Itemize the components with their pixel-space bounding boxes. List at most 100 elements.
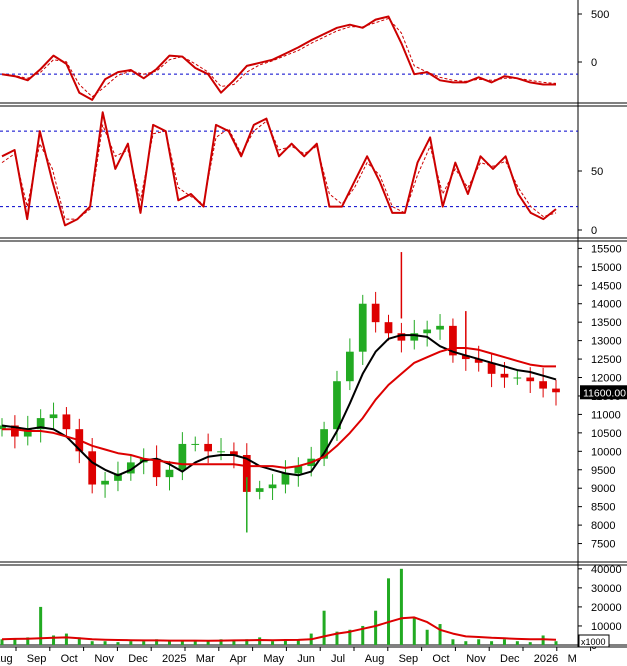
last-price-box xyxy=(580,385,627,400)
volume-bar xyxy=(39,606,43,645)
volume-bar xyxy=(412,618,416,645)
candle-body xyxy=(255,488,264,492)
candle-body xyxy=(333,381,341,430)
x-tick-label: M xyxy=(568,653,577,665)
y-tick-label: 9500 xyxy=(591,465,615,477)
y-tick-label: 0 xyxy=(591,225,597,237)
candle-body xyxy=(178,443,187,470)
volume-bar xyxy=(399,568,403,645)
candle-body xyxy=(320,429,328,459)
candle-body xyxy=(242,455,251,492)
volume-bar xyxy=(296,639,300,645)
candle-body xyxy=(371,303,380,323)
candle-body xyxy=(474,359,483,363)
y-tick-label: 14500 xyxy=(591,280,622,292)
candle-body xyxy=(191,443,200,445)
volume-bar xyxy=(155,639,159,645)
volume-bar xyxy=(193,641,197,645)
candle-body xyxy=(500,373,509,378)
volume-bar xyxy=(245,639,249,645)
volume-bar xyxy=(258,637,262,645)
y-tick-label: 14000 xyxy=(591,299,622,311)
volume-bar xyxy=(374,610,378,645)
x-tick-label: 2025 xyxy=(162,653,186,665)
volume-bar xyxy=(490,641,494,645)
candle-body xyxy=(165,469,174,478)
volume-bar xyxy=(26,637,30,645)
volume-bar xyxy=(515,641,519,645)
x-tick-label: Jun xyxy=(297,653,315,665)
candle-body xyxy=(281,473,290,485)
candle-body xyxy=(152,458,161,478)
candle-body xyxy=(217,451,225,453)
candle-body xyxy=(397,333,406,341)
y-tick-label: 40000 xyxy=(591,564,622,576)
x-tick-label: Sep xyxy=(27,653,47,665)
volume-bar xyxy=(348,629,352,645)
candle-body xyxy=(126,462,135,474)
volume-bar xyxy=(52,635,56,645)
candle-body xyxy=(461,355,470,360)
candle-body xyxy=(552,388,560,393)
candle-body xyxy=(539,381,547,389)
candle-body xyxy=(449,325,457,356)
candle-body xyxy=(513,377,522,379)
y-tick-label: 12000 xyxy=(591,373,622,385)
y-tick-label: 9000 xyxy=(591,483,615,495)
x-tick-label: Aug xyxy=(365,653,385,665)
volume-bar xyxy=(464,641,468,645)
volume-bar xyxy=(129,641,133,645)
y-tick-label: 15500 xyxy=(591,243,622,255)
candle-body xyxy=(230,451,238,455)
unit-box xyxy=(578,634,610,648)
y-tick-label: 500 xyxy=(591,9,609,21)
candle-body xyxy=(345,351,354,382)
volume-bar xyxy=(167,641,171,645)
x-tick-label: May xyxy=(263,653,284,665)
y-tick-label: 8500 xyxy=(591,502,615,514)
volume-average-line xyxy=(1,616,557,642)
volume-bar xyxy=(554,641,558,645)
moving-average-line xyxy=(1,334,557,477)
oscillator-1-line xyxy=(1,15,556,101)
volume-bar xyxy=(387,578,391,645)
volume-bar xyxy=(451,639,455,645)
volume-bar xyxy=(219,639,223,645)
candle-body xyxy=(0,425,6,430)
x-tick-label: Nov xyxy=(466,653,486,665)
y-tick-label: 8000 xyxy=(591,520,615,532)
volume-bar xyxy=(335,631,339,645)
x-tick-label: Dec xyxy=(128,653,148,665)
volume-bar xyxy=(180,641,184,645)
candle-body xyxy=(384,322,393,334)
volume-bar xyxy=(271,641,275,645)
x-tick-label: Aug xyxy=(0,653,13,665)
volume-unit-label: x1000 xyxy=(581,637,606,647)
volume-bar xyxy=(13,639,17,645)
y-tick-label: 11000 xyxy=(591,409,621,421)
volume-bar xyxy=(502,639,506,645)
x-tick-label: Jul xyxy=(331,653,345,665)
moving-average-line xyxy=(2,347,556,469)
volume-bar xyxy=(142,641,146,645)
volume-bar xyxy=(361,625,365,645)
x-tick-label: Oct xyxy=(61,653,78,665)
candle-body xyxy=(23,429,32,437)
candle-body xyxy=(204,443,213,452)
last-price-marker: 11600.00 xyxy=(580,385,627,400)
volume-bar xyxy=(116,642,120,645)
candle-body xyxy=(11,425,19,437)
candle-body xyxy=(49,414,58,419)
x-tick-label: 2026 xyxy=(534,653,558,665)
volume-bar xyxy=(425,629,429,645)
volume-bar xyxy=(232,640,236,645)
y-tick-label: 50 xyxy=(591,166,603,178)
volume-bar xyxy=(283,639,287,645)
y-tick-label: 20000 xyxy=(591,602,622,614)
y-tick-label: 10000 xyxy=(591,621,622,633)
x-tick-label: Dec xyxy=(500,653,520,665)
y-tick-label: 7500 xyxy=(591,539,615,551)
volume-bar xyxy=(77,637,81,645)
candle-body xyxy=(423,329,432,334)
